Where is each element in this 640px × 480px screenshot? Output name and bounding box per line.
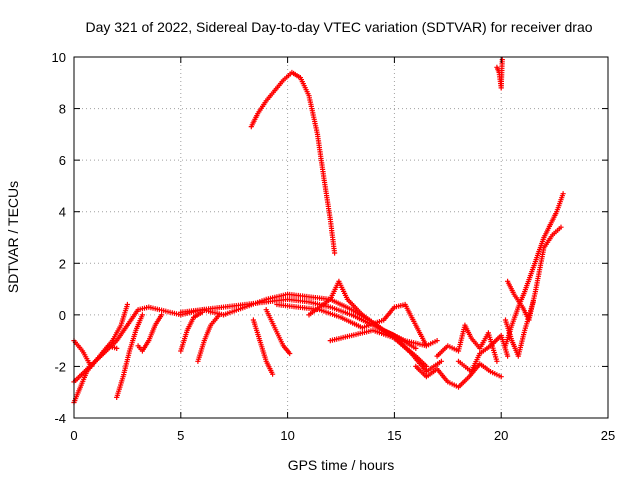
x-tick-label: 25: [601, 428, 615, 443]
grid: [74, 57, 608, 418]
x-tick-label: 15: [387, 428, 401, 443]
series-arc-mid-5: [327, 327, 444, 375]
series-arc-high-peak: [248, 69, 338, 256]
data-point: [139, 312, 145, 318]
data-point: [270, 371, 276, 377]
series-arc-dip-6h: [195, 312, 222, 364]
data-point: [558, 224, 564, 230]
series-arc-late-3: [455, 332, 511, 375]
data-marks: [71, 57, 566, 406]
series-arc-dip-2h: [114, 312, 145, 400]
data-point: [287, 350, 293, 357]
series-arc-rise-2: [505, 224, 564, 323]
series-arc-mid-3: [274, 301, 429, 349]
series-arc-dip-8h: [250, 317, 276, 377]
series-arc-late-2: [434, 322, 500, 364]
data-point: [530, 299, 536, 305]
data-point: [159, 312, 165, 318]
series-arc-dip-3h: [135, 312, 165, 354]
chart-title: Day 321 of 2022, Sidereal Day-to-day VTE…: [85, 19, 592, 35]
y-tick-label: 8: [59, 102, 66, 117]
data-point: [498, 374, 504, 380]
series-arc-rise-3: [502, 299, 536, 359]
data-point: [332, 250, 338, 256]
axis-ticks: 0 5 10 15 20 25 -4 -2 0 2 4 6 8 10: [52, 50, 616, 443]
series-arc-mid-4: [306, 278, 440, 349]
data-point: [499, 57, 505, 63]
plot-frame: [73, 56, 609, 419]
y-tick-label: 6: [59, 153, 66, 168]
data-point: [114, 345, 120, 351]
y-tick-label: 4: [59, 205, 66, 220]
series-arc-dip-9h: [263, 307, 293, 357]
data-point: [413, 345, 419, 351]
series-arc-high-20h: [494, 57, 505, 91]
y-tick-label: -2: [54, 359, 66, 374]
y-tick-label: -4: [54, 411, 66, 426]
data-point: [560, 191, 566, 197]
y-axis-label: SDTVAR / TECUs: [5, 181, 21, 293]
data-point: [434, 338, 440, 344]
data-point: [494, 358, 500, 364]
y-tick-label: 0: [59, 308, 66, 323]
x-tick-label: 0: [70, 428, 77, 443]
x-axis-label: GPS time / hours: [288, 457, 395, 473]
x-tick-label: 10: [280, 428, 294, 443]
y-tick-label: 10: [52, 50, 66, 65]
x-tick-label: 5: [177, 428, 184, 443]
data-point: [438, 358, 444, 364]
series-arc-rise: [502, 191, 566, 349]
data-point: [505, 353, 511, 359]
x-tick-label: 20: [494, 428, 508, 443]
y-tick-label: 2: [59, 256, 66, 271]
data-point: [124, 301, 130, 308]
